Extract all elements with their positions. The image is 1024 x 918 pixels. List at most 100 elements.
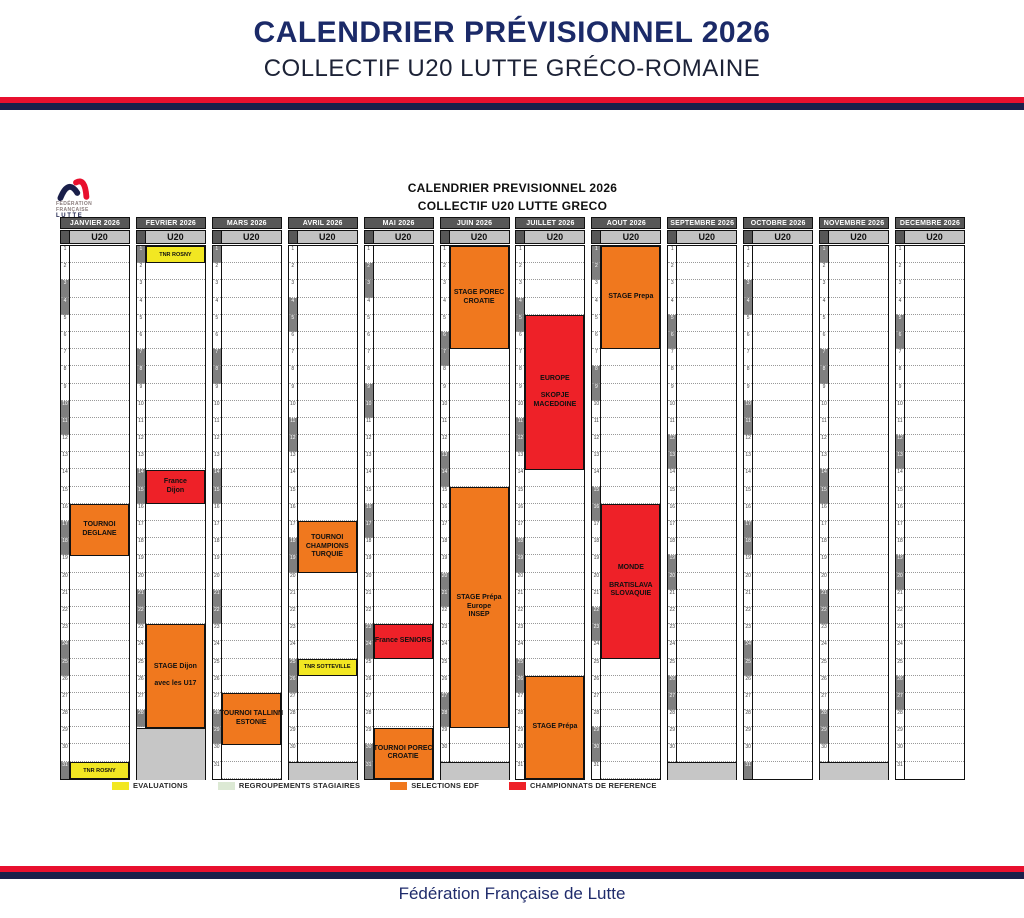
day-row xyxy=(373,521,433,539)
day-cell: 11 xyxy=(592,418,601,436)
day-cell: 15 xyxy=(288,487,297,504)
day-cell: 22 xyxy=(440,607,449,625)
month-content: TOURNOI DEGLANE TNR ROSNY xyxy=(70,246,129,780)
day-cell: 15 xyxy=(136,486,145,504)
day-cell: 9 xyxy=(440,384,449,401)
subheader-corner xyxy=(668,231,678,243)
month-body: 1 2 3 4 5 6 7 8 9 10 11 12 13 14 15 16 17 18 19 20 21 22 23 24 2… xyxy=(667,245,738,781)
day-cell: 22 xyxy=(516,607,525,625)
day-cell: 7 xyxy=(516,349,525,367)
day-cell: 16 xyxy=(820,504,829,521)
legend-item-evaluation: EVALUATIONS xyxy=(112,781,188,790)
day-row xyxy=(449,401,509,418)
day-row xyxy=(677,263,737,281)
day-row xyxy=(221,263,281,281)
day-cell: 27 xyxy=(61,693,69,711)
day-row xyxy=(145,573,205,590)
day-row xyxy=(373,263,433,281)
day-row xyxy=(70,727,129,745)
day-cell: 2 xyxy=(744,263,753,281)
day-cell: 4 xyxy=(212,298,221,315)
month-content: STAGE Prepa MONDE BRATISLAVA SLOVAQUIE xyxy=(601,246,661,779)
month-column-janvier: JANVIER 2026 U20 1 2 3 4 5 6 7 8 9 10 11 12 13 14 15 16 17… xyxy=(60,217,130,781)
day-row xyxy=(829,676,889,693)
day-row xyxy=(70,298,129,315)
event-label-line: STAGE Prépa xyxy=(532,723,578,731)
event-block: STAGE Prépa xyxy=(525,676,585,780)
day-cell: 27 xyxy=(364,693,373,711)
day-cell: 22 xyxy=(212,606,221,625)
day-cell: 8 xyxy=(61,366,69,384)
day-cell: 14 xyxy=(668,469,677,487)
day-row xyxy=(829,573,889,590)
day-cell: 1 xyxy=(592,246,601,264)
day-cell: 18 xyxy=(440,538,449,556)
day-row xyxy=(221,641,281,659)
day-row xyxy=(221,418,281,436)
day-row xyxy=(145,366,205,384)
day-row xyxy=(70,641,129,659)
event-block: France Dijon xyxy=(145,469,205,504)
day-row xyxy=(753,744,813,762)
day-cell: 15 xyxy=(820,486,829,504)
event-block: MONDE BRATISLAVA SLOVAQUIE xyxy=(601,504,661,659)
day-row xyxy=(145,452,205,470)
day-row xyxy=(373,504,433,521)
day-cell: 13 xyxy=(895,452,904,470)
day-cell: 12 xyxy=(668,435,677,453)
day-cell: 28 xyxy=(820,710,829,728)
day-row xyxy=(601,659,661,676)
event-block: STAGE POREC CROATIE xyxy=(449,246,509,350)
day-cell: 18 xyxy=(592,538,601,556)
day-row xyxy=(677,607,737,625)
day-cell: 1 xyxy=(744,246,753,264)
day-row xyxy=(904,641,964,659)
day-cell: 26 xyxy=(668,675,677,693)
day-cell: 16 xyxy=(364,503,373,521)
day-cell: 19 xyxy=(820,555,829,573)
day-row xyxy=(525,624,585,642)
day-cell: 17 xyxy=(212,521,221,539)
day-row xyxy=(904,710,964,728)
event-label-line: MACEDOINE xyxy=(533,400,577,408)
day-cell: 11 xyxy=(212,418,221,436)
calendar-title: CALENDRIER PREVISIONNEL 2026 xyxy=(407,181,618,195)
event-block: TNR ROSNY xyxy=(70,762,129,780)
day-cell: 11 xyxy=(136,418,145,436)
day-row xyxy=(677,349,737,367)
day-cell: 12 xyxy=(744,435,753,453)
day-cell: 21 xyxy=(136,589,145,607)
day-row xyxy=(373,693,433,711)
day-cell: 22 xyxy=(288,607,297,625)
event-label-line: France xyxy=(163,478,187,486)
day-row xyxy=(297,332,357,350)
day-cell: 27 xyxy=(212,693,221,711)
day-cell: 8 xyxy=(516,366,525,384)
day-cell: 19 xyxy=(440,555,449,573)
day-cell: 10 xyxy=(820,401,829,418)
day-row xyxy=(904,590,964,607)
legend-label: CHAMPIONNATS DE REFERENCE xyxy=(530,781,657,790)
day-row xyxy=(70,710,129,728)
day-cell: 23 xyxy=(440,624,449,642)
day-cell: 30 xyxy=(668,744,677,762)
day-cell: 12 xyxy=(288,435,297,453)
ffl-wrestlers-icon xyxy=(57,178,90,202)
day-row xyxy=(297,504,357,521)
logo-text-line3: LUTTE xyxy=(56,213,84,219)
day-cell: 2 xyxy=(212,263,221,281)
day-cell: 30 xyxy=(364,744,373,762)
day-cell: 28 xyxy=(136,710,145,728)
day-row xyxy=(373,384,433,401)
day-cell: 2 xyxy=(364,263,373,281)
day-row xyxy=(525,538,585,556)
day-cell: 27 xyxy=(895,692,904,711)
day-row xyxy=(525,280,585,298)
day-cell: 13 xyxy=(136,452,145,470)
event-label-line: STAGE Dijon xyxy=(153,662,197,670)
month-content: EUROPE SKOPJE MACEDOINE STAGE Prépa xyxy=(525,246,585,780)
day-cell: 15 xyxy=(744,487,753,504)
event-label-line: STAGE POREC xyxy=(453,289,505,297)
day-cell: 23 xyxy=(895,624,904,642)
day-row xyxy=(829,744,889,762)
